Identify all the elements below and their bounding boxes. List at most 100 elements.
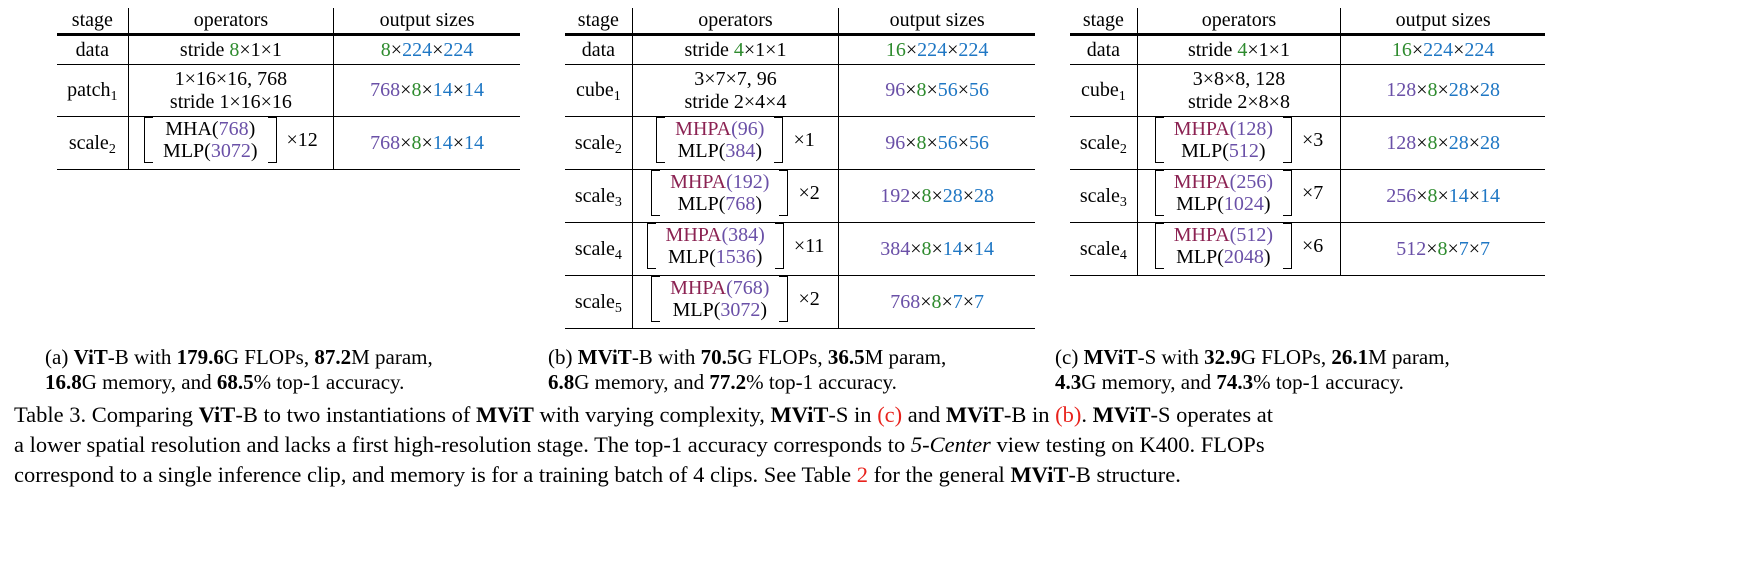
text-segment: × bbox=[926, 131, 938, 154]
text-segment: G memory, and bbox=[1081, 370, 1217, 394]
text-line: 3×7×7, 96 bbox=[633, 68, 839, 91]
column-header: output sizes bbox=[838, 8, 1035, 36]
text-segment: × bbox=[931, 184, 943, 207]
block-operators: MHPA(192) MLP(768) bbox=[660, 171, 779, 215]
text-segment: × bbox=[421, 79, 433, 101]
text-line: stride 1×16×16 bbox=[129, 91, 334, 114]
stage-subscript: 2 bbox=[614, 141, 622, 157]
stage-subscript: 1 bbox=[1118, 89, 1126, 104]
text-segment: M param, bbox=[351, 345, 433, 369]
repeat-count: ×7 bbox=[1301, 181, 1324, 204]
output-size-cell: 16×224×224 bbox=[838, 34, 1035, 65]
stage-cell: patch1 bbox=[57, 64, 129, 117]
text-segment: -B with bbox=[107, 345, 177, 369]
text-segment: MHPA bbox=[665, 224, 722, 246]
text-segment: ) bbox=[755, 193, 763, 215]
right-bracket bbox=[774, 223, 784, 269]
text-segment: 8 bbox=[1427, 79, 1438, 101]
text-segment: 8 bbox=[380, 38, 391, 61]
text-segment: × bbox=[1468, 237, 1481, 260]
text-segment: × bbox=[905, 131, 917, 154]
text-segment: (384) bbox=[721, 224, 765, 246]
reference-link[interactable]: 2 bbox=[856, 462, 868, 487]
right-bracket bbox=[779, 276, 789, 322]
right-bracket bbox=[779, 170, 789, 216]
text-segment: × bbox=[962, 290, 975, 313]
text-segment: 768 bbox=[370, 131, 401, 154]
reference-link[interactable]: (b) bbox=[1055, 402, 1082, 427]
text-segment: 768 bbox=[370, 79, 401, 101]
text-segment: MLP( bbox=[1181, 140, 1229, 162]
text-segment: 7 bbox=[952, 290, 963, 313]
text-segment: 1536 bbox=[715, 246, 756, 268]
table-row: patch1 1×16×16, 768 stride 1×16×16 768×8×14… bbox=[57, 64, 520, 117]
text-segment: stride 2×4×4 bbox=[684, 90, 787, 113]
output-size-cell: 384×8×14×14 bbox=[838, 222, 1035, 276]
text-segment: ) bbox=[755, 246, 763, 268]
table-row: data stride 8×1×1 8×224×224 bbox=[57, 34, 520, 65]
text-segment: 2048 bbox=[1223, 246, 1264, 268]
text-segment: 8 bbox=[229, 38, 240, 61]
left-bracket bbox=[144, 117, 154, 163]
table-caption: Table 3. Comparing ViT-B to two instanti… bbox=[14, 400, 1753, 490]
text-segment: × bbox=[910, 184, 922, 207]
left-bracket bbox=[656, 117, 666, 163]
text-segment: MHPA bbox=[1173, 224, 1230, 246]
operators-cell: stride 4×1×1 bbox=[1137, 34, 1342, 65]
repeat-block: MHPA(256) MLP(1024) ×7 bbox=[1154, 170, 1324, 216]
reference-link[interactable]: (c) bbox=[877, 402, 903, 427]
text-segment: × bbox=[962, 184, 975, 207]
repeat-count: ×11 bbox=[793, 234, 825, 257]
text-segment: × bbox=[432, 38, 444, 61]
text-segment: 77.2 bbox=[709, 370, 747, 394]
text-segment: Table 3. Comparing bbox=[14, 402, 199, 427]
table-row: scale2 MHPA(128) MLP(512) ×3 128×8×28×28 bbox=[1070, 116, 1545, 170]
text-segment: 14 bbox=[432, 79, 453, 101]
output-size-cell: 768×8×14×14 bbox=[333, 116, 520, 170]
text-segment: 3×7×7, 96 bbox=[694, 67, 777, 90]
stage-cell: data bbox=[1070, 34, 1138, 65]
column-header: stage bbox=[57, 8, 129, 36]
text-line: MLP(384) bbox=[675, 140, 764, 162]
text-line: MHPA(256) bbox=[1174, 171, 1273, 193]
text-segment: 16.8 bbox=[45, 370, 82, 394]
output-size-cell: 8×224×224 bbox=[333, 34, 520, 65]
header-row: stage operators output sizes bbox=[57, 8, 520, 36]
header-row: stage operators output sizes bbox=[565, 8, 1035, 36]
output-size-cell: 96×8×56×56 bbox=[838, 64, 1035, 117]
text-segment: (128) bbox=[1229, 118, 1273, 140]
text-segment: 6.8 bbox=[548, 370, 575, 394]
stage-subscript: 3 bbox=[1119, 194, 1127, 210]
text-segment: 8 bbox=[1437, 237, 1448, 260]
text-line: stride 4×1×1 bbox=[1138, 39, 1341, 62]
text-segment: 384 bbox=[880, 237, 911, 260]
repeat-count: ×2 bbox=[798, 181, 820, 204]
text-segment: stride bbox=[684, 38, 734, 61]
text-segment: 8 bbox=[921, 184, 932, 207]
stage-cell: data bbox=[565, 34, 633, 65]
stage-subscript: 4 bbox=[614, 247, 622, 263]
text-segment: 68.5 bbox=[216, 370, 254, 394]
table-row: scale2 MHA(768) MLP(3072) ×12 768×8×14×14 bbox=[57, 116, 520, 170]
left-bracket bbox=[651, 276, 661, 322]
text-segment: 28 bbox=[974, 184, 995, 207]
stage-subscript: 5 bbox=[614, 300, 622, 316]
text-segment: 28 bbox=[1480, 79, 1501, 101]
text-segment: (512) bbox=[1229, 224, 1273, 246]
text-segment: 768 bbox=[890, 290, 921, 313]
left-bracket bbox=[1154, 170, 1164, 216]
block-operators: MHPA(768) MLP(3072) bbox=[660, 277, 779, 321]
table-c-mvit-s: stage operators output sizes data stride 4×1… bbox=[1070, 8, 1545, 276]
text-segment: 224 bbox=[402, 38, 433, 61]
table-row: scale3 MHPA(256) MLP(1024) ×7 256×8×14×14 bbox=[1070, 169, 1545, 223]
text-segment: 4 bbox=[1237, 38, 1248, 61]
output-size-cell: 512×8×7×7 bbox=[1340, 222, 1545, 276]
text-segment: (96) bbox=[731, 118, 765, 140]
text-line: MLP(1536) bbox=[666, 246, 765, 268]
text-line: stride 2×4×4 bbox=[633, 91, 839, 114]
text-segment: × bbox=[962, 237, 975, 260]
text-segment: 14 bbox=[942, 237, 963, 260]
text-segment: × bbox=[1437, 131, 1449, 154]
stage-cell: cube1 bbox=[565, 64, 633, 117]
text-segment: 14 bbox=[432, 131, 453, 154]
